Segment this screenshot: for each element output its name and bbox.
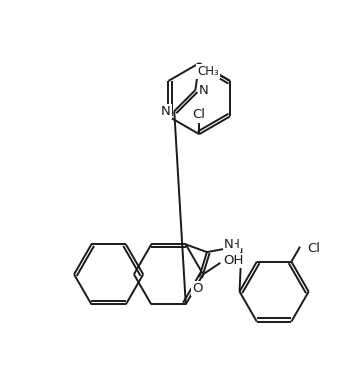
Text: N: N bbox=[161, 105, 170, 117]
Text: Cl: Cl bbox=[193, 109, 206, 122]
Text: H: H bbox=[231, 238, 240, 251]
Text: Cl: Cl bbox=[307, 242, 320, 255]
Text: O: O bbox=[192, 282, 203, 295]
Text: CH₃: CH₃ bbox=[197, 65, 219, 78]
Text: N: N bbox=[199, 84, 209, 97]
Text: OH: OH bbox=[223, 254, 244, 267]
Text: N: N bbox=[224, 238, 234, 251]
